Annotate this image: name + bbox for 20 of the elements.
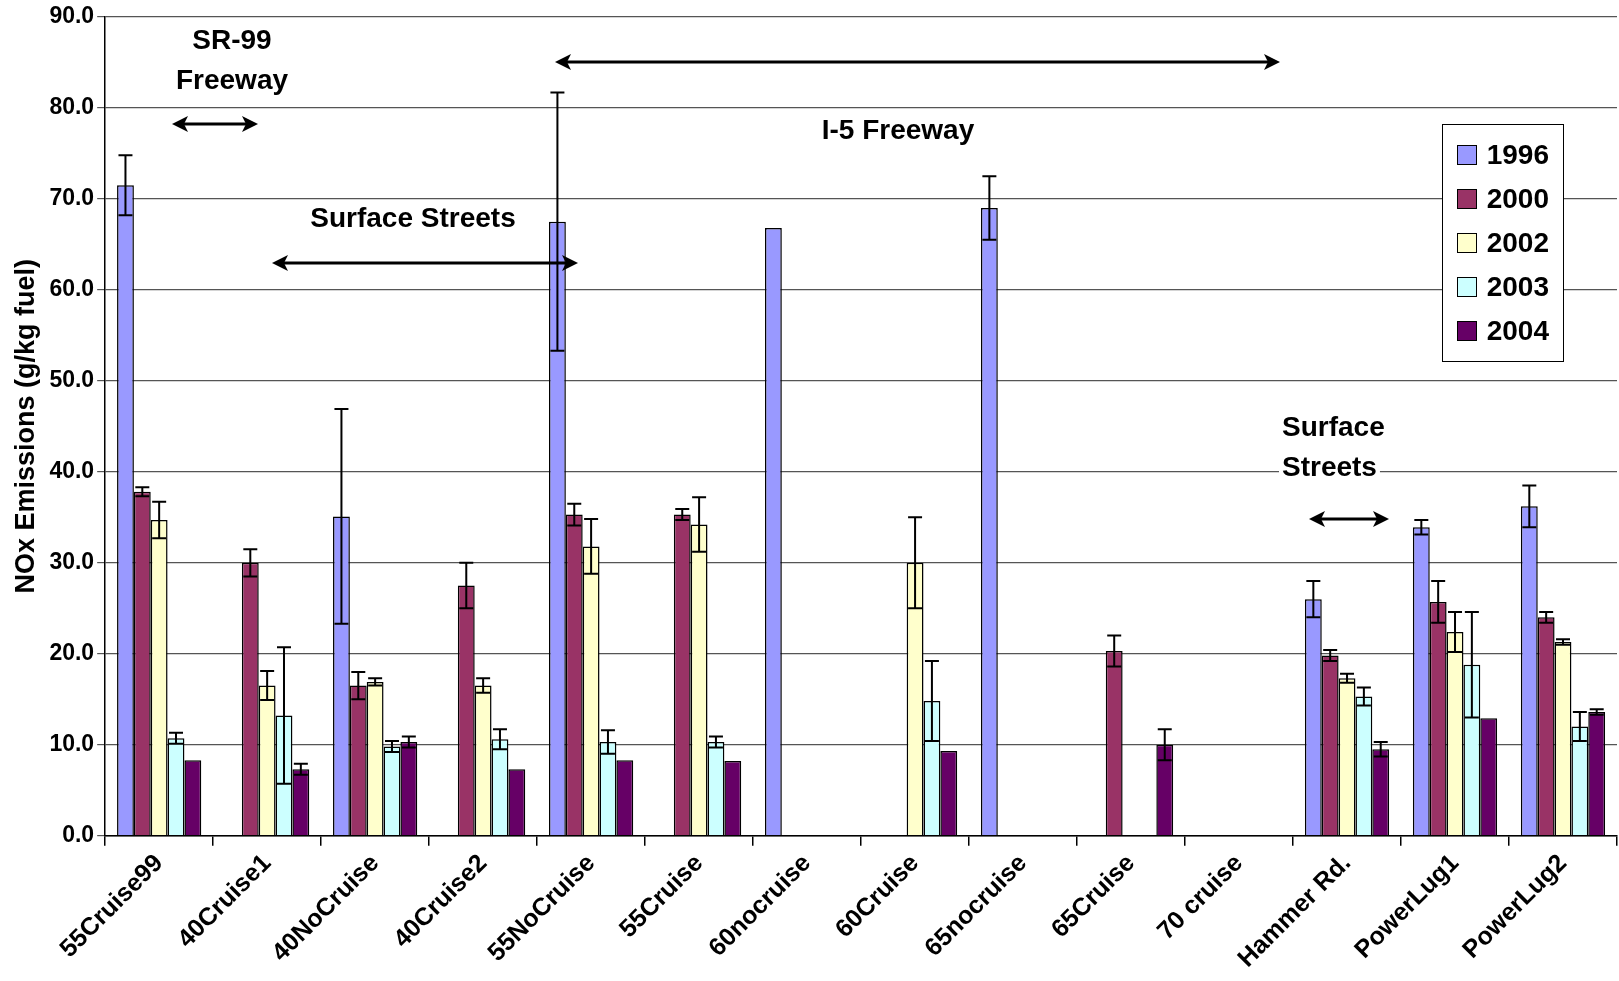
- annotation: SR-99 Freeway: [175, 23, 289, 95]
- y-tick-label: 60.0: [49, 275, 95, 302]
- legend-label: 2000: [1486, 183, 1549, 215]
- y-tick-label: 80.0: [49, 93, 95, 120]
- legend-label: 2002: [1486, 227, 1549, 259]
- y-tick-label: 40.0: [49, 457, 95, 484]
- legend-label: 1996: [1486, 139, 1549, 171]
- legend-label: 2004: [1486, 315, 1549, 347]
- y-tick-label: 70.0: [49, 184, 95, 211]
- annotation: Surface Streets: [1282, 410, 1385, 482]
- y-tick-label: 90.0: [49, 2, 95, 29]
- annotation: I-5 Freeway: [821, 113, 975, 145]
- annotation: Surface Streets: [310, 201, 516, 233]
- y-tick-label: 10.0: [49, 730, 95, 757]
- y-axis-title: NOx Emissions (g/kg fuel): [9, 259, 40, 594]
- y-tick-label: 50.0: [49, 366, 95, 393]
- y-tick-label: 0.0: [62, 821, 95, 847]
- y-tick-label: 30.0: [49, 548, 95, 575]
- legend-label: 2003: [1486, 271, 1549, 303]
- y-tick-label: 20.0: [49, 639, 95, 666]
